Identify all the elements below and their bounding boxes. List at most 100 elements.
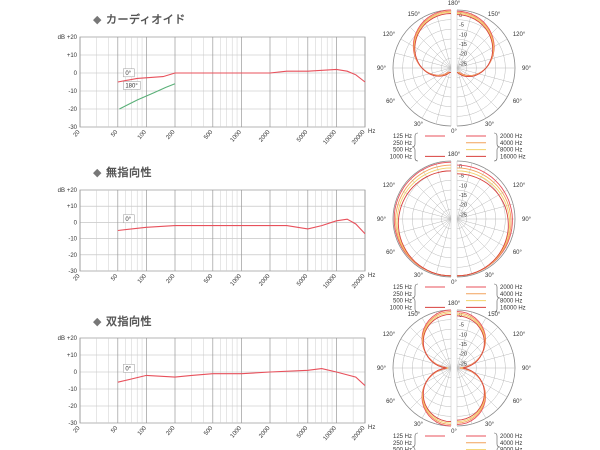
- annotation-box: [123, 214, 135, 224]
- section-title-cardioid: ◆ カーディオイド: [93, 14, 186, 26]
- polar-spoke: [421, 218, 452, 270]
- polar-angle-label: 90°: [522, 66, 532, 72]
- x-tick-label: 50: [110, 273, 119, 282]
- polar-spoke: [456, 352, 514, 369]
- y-tick-label: -10: [68, 89, 77, 95]
- polar-angle-label: 60°: [386, 399, 396, 405]
- polar-legend-right-label: 16000 Hz: [500, 154, 526, 160]
- y-tick-label: -30: [68, 269, 77, 275]
- polar-pattern-1: 0 -5 -10 -15 -20 -25 180° 120° 120° 90° 90° 60° 60° 3…: [377, 152, 532, 313]
- polar-angle-label: 0°: [451, 429, 457, 435]
- polar-spoke: [456, 67, 473, 125]
- legend-brace-left: [411, 132, 419, 162]
- annotation-label: 0°: [125, 217, 131, 223]
- polar-angle-label: 120°: [513, 183, 526, 189]
- polar-spoke: [456, 38, 508, 69]
- polar-legend-right-label: 8000 Hz: [500, 448, 522, 450]
- polar-pattern-0: 0 -5 -10 -15 -20 -25 180° 150° 150° 120° 120° 90° 90…: [377, 1, 532, 162]
- polar-db-label: -15: [459, 193, 467, 199]
- x-tick-label: 20000: [351, 425, 367, 442]
- polar-spoke: [394, 367, 452, 384]
- x-tick-label: 500: [203, 129, 214, 141]
- polar-spoke: [400, 38, 452, 69]
- polar-db-label: -5: [459, 174, 464, 180]
- polar-db-label: -10: [459, 32, 467, 38]
- x-tick-label: 2000: [258, 425, 272, 440]
- x-tick-label: 500: [203, 425, 214, 437]
- y-tick-label: -20: [68, 253, 77, 259]
- polar-spoke: [394, 203, 452, 220]
- polar-legend-right-label: 4000 Hz: [500, 441, 522, 447]
- polar-angle-label: 150°: [488, 12, 501, 18]
- polar-pattern-line: [397, 170, 452, 277]
- response-line: [117, 368, 366, 387]
- polar-angle-label: 60°: [386, 250, 396, 256]
- polar-spoke: [409, 326, 452, 369]
- polar-legend-right-label: 4000 Hz: [500, 292, 522, 298]
- polar-legend-left-label: 500 Hz: [393, 299, 412, 305]
- polar-db-label: -10: [459, 332, 467, 338]
- polar-pattern-line: [422, 313, 452, 423]
- polar-legend-left-label: 500 Hz: [393, 148, 412, 154]
- response-line: [119, 83, 176, 110]
- frequency-response-chart-2: +20 +10 0 -10 -20 -30 dB 20 50 100 200 500 1000 2000 5…: [58, 336, 376, 442]
- polar-pattern-line: [456, 14, 494, 78]
- polar-legend-left-label: 125 Hz: [393, 134, 412, 140]
- y-axis-label: dB: [58, 336, 65, 342]
- polar-angle-label: 90°: [522, 217, 532, 223]
- polar-angle-label: 90°: [377, 217, 387, 223]
- polar-angle-label: 90°: [522, 366, 532, 372]
- polar-legend-left-label: 250 Hz: [393, 141, 412, 147]
- polar-spoke: [400, 218, 452, 249]
- polar-angle-label: 90°: [377, 66, 387, 72]
- polar-angle-label: 30°: [485, 422, 495, 428]
- polar-angle-label: 150°: [408, 12, 421, 18]
- polar-angle-label: 0°: [451, 280, 457, 286]
- annotation-label: 180°: [125, 83, 138, 89]
- y-tick-label: -10: [68, 387, 77, 393]
- polar-db-label: -20: [459, 352, 467, 358]
- x-tick-label: 1000: [230, 273, 244, 288]
- x-tick-label: 5000: [296, 425, 310, 440]
- x-tick-label: 20: [73, 129, 82, 138]
- y-tick-label: +10: [67, 353, 78, 359]
- polar-spoke: [400, 67, 452, 98]
- polar-angle-label: 180°: [448, 1, 461, 7]
- polar-legend-left-label: 250 Hz: [393, 441, 412, 447]
- polar-spoke: [456, 67, 508, 98]
- section-title-figure8: ◆ 双指向性: [93, 316, 152, 328]
- response-line: [117, 218, 366, 235]
- polar-legend-right-label: 4000 Hz: [500, 141, 522, 147]
- polar-spoke: [409, 177, 452, 220]
- x-tick-label: 200: [165, 273, 176, 285]
- polar-spoke: [394, 52, 452, 69]
- polar-pattern-line: [414, 13, 452, 77]
- polar-spoke: [435, 218, 452, 276]
- y-tick-label: -10: [68, 237, 77, 243]
- polar-angle-label: 150°: [488, 312, 501, 318]
- polar-angle-label: 150°: [408, 312, 421, 318]
- polar-spoke: [456, 367, 499, 410]
- polar-angle-label: 30°: [414, 122, 424, 128]
- x-tick-label: 200: [165, 425, 176, 437]
- y-tick-label: +10: [67, 204, 78, 210]
- polar-angle-label: 60°: [513, 99, 523, 105]
- x-tick-label: 1000: [230, 129, 244, 144]
- polar-pattern-line: [422, 312, 452, 424]
- polar-legend-left-label: 125 Hz: [393, 285, 412, 291]
- annotation-box: [123, 81, 141, 90]
- polar-angle-label: 30°: [414, 422, 424, 428]
- polar-pattern-line: [456, 173, 509, 277]
- x-tick-label: 20: [73, 425, 82, 434]
- polar-angle-label: 30°: [485, 273, 495, 279]
- polar-spoke: [400, 189, 452, 220]
- x-tick-label: 200: [165, 129, 176, 141]
- polar-spoke: [456, 367, 473, 425]
- polar-db-label: -15: [459, 342, 467, 348]
- polar-db-label: -25: [459, 361, 467, 367]
- polar-angle-label: 120°: [513, 32, 526, 38]
- polar-spoke: [435, 11, 452, 69]
- y-tick-label: +20: [67, 188, 78, 194]
- polar-db-label: -10: [459, 183, 467, 189]
